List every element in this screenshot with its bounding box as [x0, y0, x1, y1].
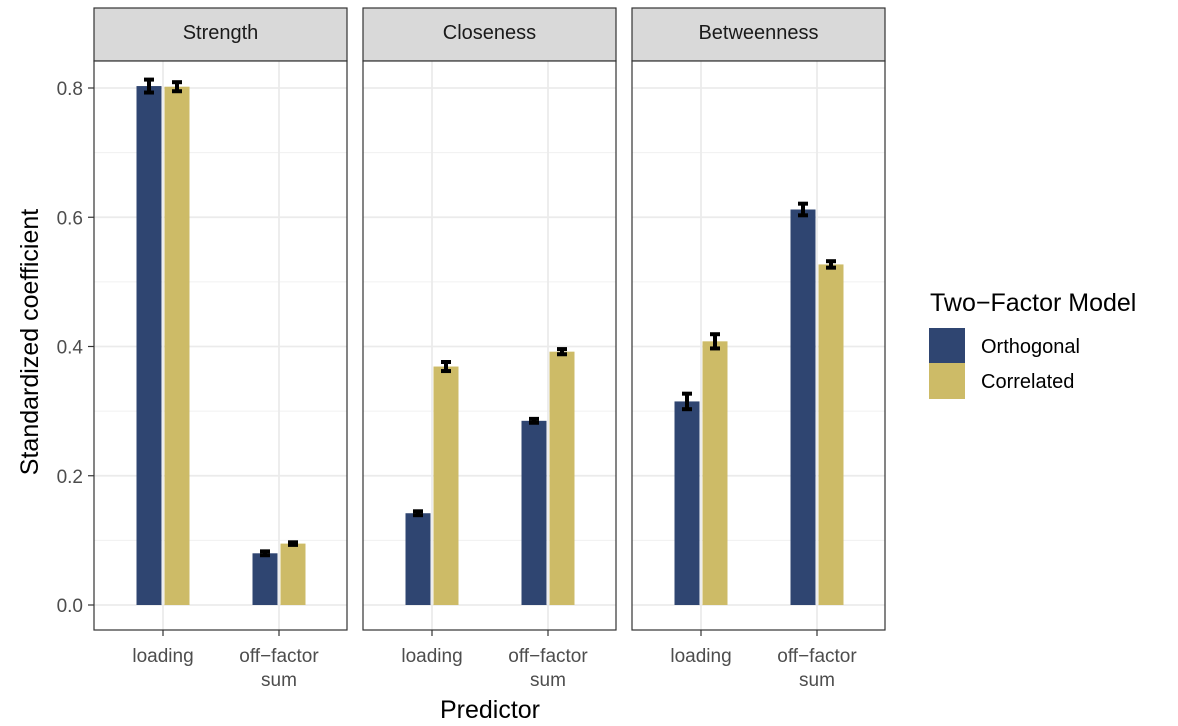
x-axis-title: Predictor: [440, 696, 540, 724]
facet-betweenness: Betweenness loading off−factor sum: [631, 7, 886, 691]
y-axis: 0.0 0.2 0.4 0.6 0.8: [57, 79, 94, 617]
y-tick-label: 0.2: [57, 467, 83, 488]
bar-closeness-correlated-loading: [433, 366, 459, 605]
error-bar: [710, 332, 720, 351]
facet-strength: Strength loading off−factor sum: [93, 7, 348, 691]
panel-background: [632, 61, 885, 630]
x-tick-label: off−factor sum: [777, 646, 857, 691]
panel-background: [363, 61, 616, 630]
error-bar: [441, 360, 451, 374]
error-bar: [413, 509, 423, 518]
legend-key-correlated: [929, 363, 965, 399]
strip-label-betweenness: Betweenness: [698, 22, 818, 44]
y-tick-label: 0.4: [57, 338, 84, 359]
y-tick-label: 0.0: [57, 596, 83, 617]
error-bar: [557, 347, 567, 357]
bar-betweenness-orthogonal-off-factor-sum: [790, 209, 816, 605]
error-bar: [288, 540, 298, 547]
strip-label-closeness: Closeness: [443, 22, 536, 44]
bar-closeness-orthogonal-loading: [405, 513, 431, 605]
x-tick-label: loading: [401, 646, 462, 667]
error-bar: [260, 549, 270, 558]
x-tick-label: loading: [670, 646, 731, 667]
error-bar: [144, 77, 154, 95]
panel-border: [362, 60, 617, 631]
error-bar: [798, 201, 808, 218]
legend-title: Two−Factor Model: [930, 289, 1136, 317]
legend: Two−Factor Model Orthogonal Correlated: [929, 289, 1136, 399]
bar-strength-correlated-off-factor-sum: [280, 543, 306, 605]
x-tick-label: off−factor sum: [239, 646, 319, 691]
error-bar: [172, 80, 182, 94]
panel-background: [94, 61, 347, 630]
y-tick-label: 0.6: [57, 208, 83, 229]
bar-betweenness-correlated-loading: [702, 341, 728, 605]
panel-border: [93, 60, 348, 631]
bar-betweenness-correlated-off-factor-sum: [818, 264, 844, 605]
legend-label-correlated: Correlated: [981, 371, 1074, 393]
bar-strength-correlated-loading: [164, 86, 190, 605]
bar-betweenness-orthogonal-loading: [674, 401, 700, 605]
strip-label-strength: Strength: [183, 22, 259, 44]
strip-betweenness: [631, 7, 886, 62]
facet-panels: Strength loading off−factor sum Closeness loa…: [93, 7, 886, 691]
bar-closeness-correlated-off-factor-sum: [549, 351, 575, 605]
x-tick-label: off−factor sum: [508, 646, 588, 691]
error-bar: [826, 259, 836, 270]
bar-strength-orthogonal-off-factor-sum: [252, 553, 278, 605]
panel-border: [631, 60, 886, 631]
error-bar: [682, 391, 692, 412]
bar-strength-orthogonal-loading: [136, 86, 162, 605]
bar-closeness-orthogonal-off-factor-sum: [521, 420, 547, 605]
error-bar: [529, 416, 539, 425]
legend-label-orthogonal: Orthogonal: [981, 336, 1080, 358]
legend-key-orthogonal: [929, 328, 965, 364]
x-tick-label: loading: [132, 646, 193, 667]
y-tick-label: 0.8: [57, 79, 83, 100]
y-axis-title: Standardized coefficient: [16, 209, 44, 475]
facet-closeness: Closeness loading off−factor sum: [362, 7, 617, 691]
strip-strength: [93, 7, 348, 62]
strip-closeness: [362, 7, 617, 62]
